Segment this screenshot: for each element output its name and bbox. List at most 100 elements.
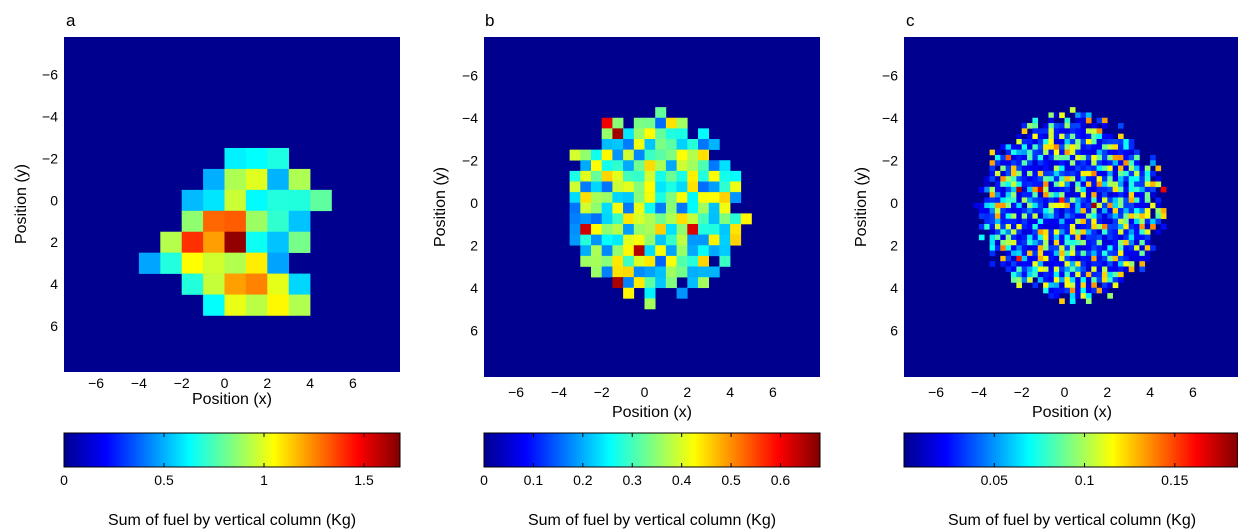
heatmap-cell xyxy=(1064,139,1071,145)
heatmap-cell xyxy=(978,186,985,193)
heatmap-cell xyxy=(644,128,656,140)
heatmap-cell xyxy=(1037,245,1044,251)
heatmap-cell xyxy=(580,255,592,267)
heatmap-cell xyxy=(1123,234,1130,241)
heatmap-cell xyxy=(1118,139,1124,145)
heatmap-cell xyxy=(655,160,667,172)
heatmap-cell xyxy=(655,277,667,289)
heatmap-cell xyxy=(1139,165,1146,172)
heatmap-cell xyxy=(1139,266,1146,273)
heatmap-cell xyxy=(1075,239,1081,246)
heatmap-cell xyxy=(1107,144,1113,150)
heatmap-cell xyxy=(1144,218,1151,225)
heatmap-cell xyxy=(633,149,645,161)
heatmap-cell xyxy=(1059,139,1065,145)
heatmap-cell xyxy=(580,224,592,235)
heatmap-cell xyxy=(623,277,635,289)
heatmap-cell xyxy=(676,149,688,161)
heatmap-cell xyxy=(569,170,581,182)
heatmap-cell xyxy=(644,234,656,246)
heatmap-cell xyxy=(989,261,996,267)
heatmap-cell xyxy=(1059,239,1065,246)
heatmap-cell xyxy=(1128,170,1135,177)
heatmap-cell xyxy=(687,170,699,182)
heatmap-cell xyxy=(1016,255,1023,262)
heatmap-cell xyxy=(655,266,667,278)
heatmap-cell xyxy=(1096,271,1103,278)
heatmap-cell xyxy=(1091,197,1097,204)
heatmap-cell xyxy=(1043,186,1049,193)
heatmap-cell xyxy=(1048,154,1055,161)
heatmap-cell xyxy=(1064,170,1071,177)
heatmap-cell xyxy=(730,224,742,235)
heatmap-cell xyxy=(1032,165,1039,172)
heatmap-cell xyxy=(1075,186,1081,193)
heatmap-cell xyxy=(1011,154,1017,161)
heatmap-cell xyxy=(1096,128,1103,134)
heatmap-cell xyxy=(984,224,990,230)
heatmap-cell xyxy=(224,294,247,316)
heatmap-cell xyxy=(1080,218,1087,225)
heatmap-cell xyxy=(267,147,290,170)
heatmap-cell xyxy=(1048,144,1055,150)
heatmap-cell xyxy=(203,273,225,295)
heatmap-cell xyxy=(569,224,581,235)
heatmap-cell xyxy=(1096,144,1103,150)
heatmap-cell xyxy=(203,168,225,191)
heatmap-cell xyxy=(1101,250,1108,257)
heatmap-cell xyxy=(1096,208,1103,214)
heatmap-cell xyxy=(1112,149,1119,156)
heatmap-cell xyxy=(1005,181,1012,188)
heatmap-cell xyxy=(591,255,603,267)
heatmap-cell xyxy=(1064,144,1071,150)
heatmap-cell xyxy=(1128,255,1135,262)
heatmap-cell xyxy=(1016,186,1023,193)
heatmap-cell xyxy=(698,181,710,193)
heatmap-cell xyxy=(665,160,677,172)
heatmap-cell xyxy=(1075,128,1081,134)
heatmap-cell xyxy=(267,252,290,274)
heatmap-cell xyxy=(1005,255,1012,262)
heatmap-cell xyxy=(1059,149,1065,156)
heatmap-cell xyxy=(1005,229,1012,235)
heatmap-cell xyxy=(1064,128,1071,134)
heatmap-cell xyxy=(1011,202,1017,209)
heatmap-cell xyxy=(1139,229,1146,235)
heatmap-cell xyxy=(1096,266,1103,273)
heatmap-cell xyxy=(1144,255,1151,262)
heatmap-cell xyxy=(1101,255,1108,262)
heatmap-cell xyxy=(1139,255,1146,262)
heatmap-cell xyxy=(1091,213,1097,219)
heatmap-cell xyxy=(1091,255,1097,262)
heatmap-cell xyxy=(1085,165,1092,172)
x-tick-label: 2 xyxy=(263,375,271,391)
heatmap-cell xyxy=(633,128,645,140)
heatmap-cell xyxy=(612,128,624,140)
heatmap-cell xyxy=(1037,154,1044,161)
heatmap-cell xyxy=(1107,261,1113,267)
heatmap-cell xyxy=(1139,197,1146,204)
heatmap-cell xyxy=(1069,202,1076,209)
heatmap-cell xyxy=(623,224,635,235)
heatmap-cell xyxy=(1021,218,1028,225)
heatmap-cell xyxy=(1048,282,1055,289)
heatmap-cell xyxy=(719,160,731,172)
heatmap-cell xyxy=(1107,245,1113,251)
heatmap-cell xyxy=(1053,239,1060,246)
heatmap-cell xyxy=(1000,255,1006,262)
y-tick-label: 6 xyxy=(890,322,898,338)
heatmap-cell xyxy=(1128,181,1135,188)
heatmap-cell xyxy=(1053,128,1060,134)
heatmap-cell xyxy=(1000,181,1006,188)
heatmap-cell xyxy=(1016,144,1023,150)
heatmap-cell xyxy=(989,149,996,156)
heatmap-cell xyxy=(655,192,667,204)
heatmap-cell xyxy=(1101,123,1108,129)
heatmap-cell xyxy=(1075,224,1081,230)
heatmap-cell xyxy=(1096,160,1103,166)
heatmap-cell xyxy=(245,231,268,253)
heatmap-cell xyxy=(612,245,624,257)
heatmap-cell xyxy=(1016,245,1023,251)
heatmap-cell xyxy=(1075,293,1081,299)
heatmap-cell xyxy=(719,192,731,204)
